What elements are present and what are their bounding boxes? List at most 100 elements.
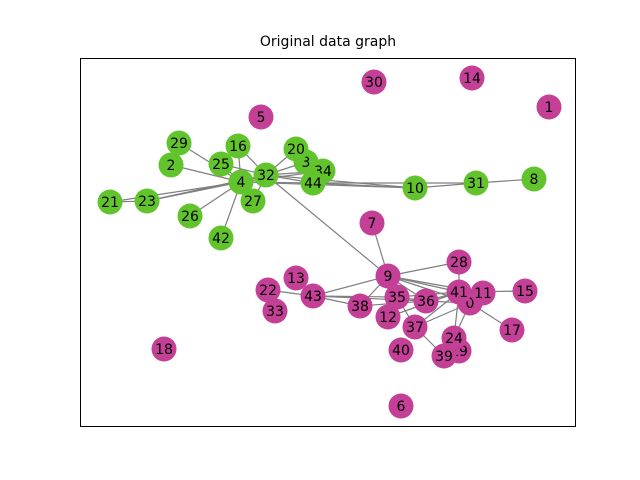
node-circle-11 [470, 280, 496, 306]
node-label-28: 28 [450, 255, 468, 271]
node-label-37: 37 [406, 320, 424, 336]
node-label-5: 5 [257, 110, 266, 126]
edge-44-10 [312, 182, 416, 189]
node-21: 21 [97, 189, 123, 215]
node-circle-32 [253, 162, 279, 188]
node-label-3: 3 [302, 155, 311, 171]
node-6: 6 [388, 393, 414, 419]
node-circle-23 [134, 188, 160, 214]
node-circle-7 [359, 210, 385, 236]
node-7: 7 [359, 210, 385, 236]
node-label-27: 27 [244, 194, 262, 210]
node-12: 12 [375, 304, 401, 330]
node-label-38: 38 [351, 299, 369, 315]
node-circle-5 [248, 104, 274, 130]
node-circle-30 [361, 69, 387, 95]
node-label-35: 35 [388, 290, 406, 306]
node-label-40: 40 [392, 343, 410, 359]
node-label-7: 7 [368, 216, 377, 232]
plot-area-frame [80, 58, 576, 427]
edge-32-10 [265, 174, 416, 189]
node-35: 35 [384, 284, 410, 310]
node-circle-36 [413, 288, 439, 314]
node-label-42: 42 [212, 231, 230, 247]
node-circle-15 [512, 278, 538, 304]
node-13: 13 [283, 265, 309, 291]
node-label-43: 43 [304, 289, 322, 305]
node-label-30: 30 [365, 75, 383, 91]
node-32: 32 [253, 162, 279, 188]
edge-32-9 [265, 174, 389, 277]
edge-9-43 [312, 275, 389, 297]
node-circle-41 [446, 279, 472, 305]
node-9: 9 [375, 263, 401, 289]
node-42: 42 [208, 225, 234, 251]
node-label-13: 13 [287, 271, 305, 287]
node-label-23: 23 [138, 194, 156, 210]
node-circle-16 [225, 133, 251, 159]
node-27: 27 [240, 188, 266, 214]
node-10: 10 [402, 175, 428, 201]
node-circle-9 [375, 263, 401, 289]
node-circle-29 [166, 130, 192, 156]
node-circle-27 [240, 188, 266, 214]
node-label-36: 36 [417, 294, 435, 310]
node-4: 4 [228, 169, 254, 195]
node-44: 44 [300, 170, 326, 196]
node-label-10: 10 [406, 181, 424, 197]
node-circle-33 [262, 298, 288, 324]
node-23: 23 [134, 188, 160, 214]
node-circle-38 [347, 293, 373, 319]
node-label-1: 1 [545, 100, 554, 116]
node-label-25: 25 [212, 157, 230, 173]
node-label-15: 15 [516, 284, 534, 300]
node-label-18: 18 [155, 342, 173, 358]
node-circle-26 [177, 203, 203, 229]
node-39: 39 [431, 343, 457, 369]
node-15: 15 [512, 278, 538, 304]
node-label-2: 2 [167, 158, 176, 174]
node-label-21: 21 [101, 195, 119, 211]
node-circle-40 [388, 337, 414, 363]
node-label-41: 41 [450, 285, 468, 301]
node-label-9: 9 [384, 269, 393, 285]
node-circle-12 [375, 304, 401, 330]
node-circle-20 [283, 136, 309, 162]
node-circle-42 [208, 225, 234, 251]
node-circle-18 [151, 336, 177, 362]
node-37: 37 [402, 314, 428, 340]
node-circle-39 [431, 343, 457, 369]
node-11: 11 [470, 280, 496, 306]
node-33: 33 [262, 298, 288, 324]
node-circle-22 [255, 277, 281, 303]
node-31: 31 [463, 170, 489, 196]
node-17: 17 [499, 317, 525, 343]
node-36: 36 [413, 288, 439, 314]
node-label-14: 14 [463, 71, 481, 87]
node-circle-2 [158, 152, 184, 178]
node-43: 43 [300, 283, 326, 309]
node-circle-43 [300, 283, 326, 309]
node-label-29: 29 [170, 136, 188, 152]
node-circle-31 [463, 170, 489, 196]
node-40: 40 [388, 337, 414, 363]
node-41: 41 [446, 279, 472, 305]
node-label-4: 4 [237, 175, 246, 191]
node-26: 26 [177, 203, 203, 229]
node-circle-35 [384, 284, 410, 310]
node-label-0: 0 [466, 296, 475, 312]
node-circle-21 [97, 189, 123, 215]
node-circle-44 [300, 170, 326, 196]
node-label-22: 22 [259, 283, 277, 299]
node-circle-13 [283, 265, 309, 291]
node-circle-25 [208, 151, 234, 177]
node-label-39: 39 [435, 349, 453, 365]
node-label-11: 11 [474, 286, 492, 302]
node-28: 28 [446, 249, 472, 275]
node-label-8: 8 [530, 172, 539, 188]
node-circle-28 [446, 249, 472, 275]
node-label-33: 33 [266, 304, 284, 320]
node-18: 18 [151, 336, 177, 362]
